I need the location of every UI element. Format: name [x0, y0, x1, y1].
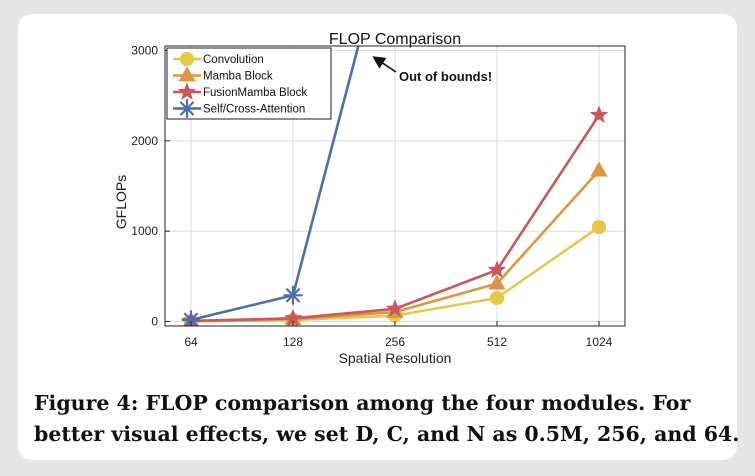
legend-label: Self/Cross-Attention	[203, 104, 305, 116]
x-tick-label: 256	[385, 335, 405, 349]
data-point-marker	[488, 274, 506, 290]
legend-marker	[178, 66, 196, 82]
data-point-marker	[283, 285, 303, 305]
x-tick-label: 64	[184, 335, 198, 349]
caption-line-2: better visual effects, we set D, C, and …	[34, 422, 740, 446]
data-point-marker	[591, 219, 607, 235]
x-tick-label: 1024	[586, 335, 613, 349]
legend-marker	[177, 82, 197, 100]
legend-marker	[179, 51, 195, 67]
data-point-marker	[590, 161, 608, 177]
legend-marker	[177, 98, 197, 119]
y-tick-label: 0	[151, 314, 158, 328]
legend-label: Convolution	[203, 54, 264, 66]
out-of-bounds-annotation: Out of bounds!	[372, 56, 492, 84]
caption-line-1: Figure 4: FLOP comparison among the four…	[34, 391, 691, 415]
data-point-marker	[589, 105, 609, 123]
data-point-marker	[385, 299, 405, 317]
data-point-marker	[489, 290, 505, 306]
figure-card: FLOP Comparison 64 128 256 512 1024 0 1000 2000…	[18, 14, 740, 460]
figure-caption: Figure 4: FLOP comparison among the four…	[34, 388, 740, 450]
y-tick-label: 1000	[131, 224, 158, 238]
y-axis-title: GFLOPs	[113, 175, 129, 229]
y-tick-label: 3000	[131, 44, 158, 58]
flop-chart: FLOP Comparison 64 128 256 512 1024 0 1000 2000…	[113, 31, 626, 366]
data-point-marker	[283, 308, 303, 326]
chart-title: FLOP Comparison	[329, 31, 461, 48]
y-tick-label: 2000	[131, 134, 158, 148]
x-tick-label: 128	[283, 335, 303, 349]
data-point-marker	[487, 260, 507, 278]
annotation-text: Out of bounds!	[399, 69, 492, 84]
x-axis-title: Spatial Resolution	[339, 350, 452, 366]
x-tick-label: 512	[487, 335, 507, 349]
legend-label: FusionMamba Block	[203, 87, 307, 99]
annotation-arrow	[372, 56, 397, 73]
legend-label: Mamba Block	[203, 71, 273, 83]
